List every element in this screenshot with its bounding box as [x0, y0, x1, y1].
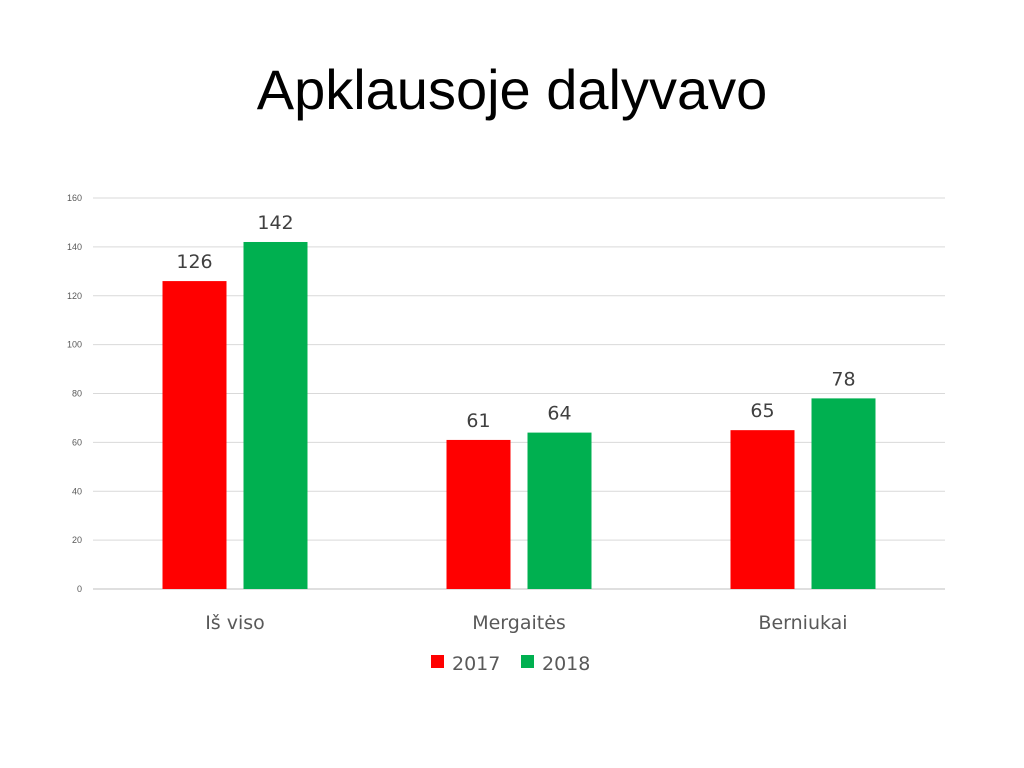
bar-2017	[446, 439, 511, 589]
y-tick-label: 0	[77, 584, 82, 594]
y-tick-label: 100	[67, 340, 82, 350]
legend-label: 2017	[452, 653, 500, 675]
y-tick-label: 40	[72, 486, 82, 496]
data-label: 126	[176, 251, 212, 273]
data-label: 142	[257, 212, 293, 234]
y-tick-label: 20	[72, 535, 82, 545]
legend-label: 2018	[542, 653, 590, 675]
bar-2017	[162, 281, 227, 589]
data-label: 78	[831, 368, 855, 390]
y-axis-ticks: 0 20 40 60 80 100 120 140 160	[67, 193, 82, 594]
data-label: 61	[466, 410, 490, 432]
y-tick-label: 160	[67, 193, 82, 203]
legend-swatch	[521, 655, 534, 668]
category-labels: Iš viso Mergaitės Berniukai	[205, 612, 847, 634]
category-label: Iš viso	[205, 612, 265, 634]
bar-2018	[811, 398, 876, 589]
bars	[162, 241, 876, 590]
data-label: 64	[547, 403, 571, 425]
y-tick-label: 140	[67, 242, 82, 252]
legend: 2017 2018	[431, 653, 590, 675]
y-tick-label: 120	[67, 291, 82, 301]
category-label: Berniukai	[758, 612, 847, 634]
page-title: Apklausoje dalyvavo	[256, 58, 768, 121]
y-tick-label: 60	[72, 437, 82, 447]
data-label: 65	[750, 400, 774, 422]
y-tick-label: 80	[72, 389, 82, 399]
category-label: Mergaitės	[472, 612, 566, 634]
bar-2018	[243, 241, 308, 590]
data-labels: 126 142 61 64 65 78	[176, 212, 855, 432]
gridlines	[93, 197, 945, 590]
legend-swatch	[431, 655, 444, 668]
bar-2018	[527, 432, 592, 589]
bar-2017	[730, 430, 795, 589]
